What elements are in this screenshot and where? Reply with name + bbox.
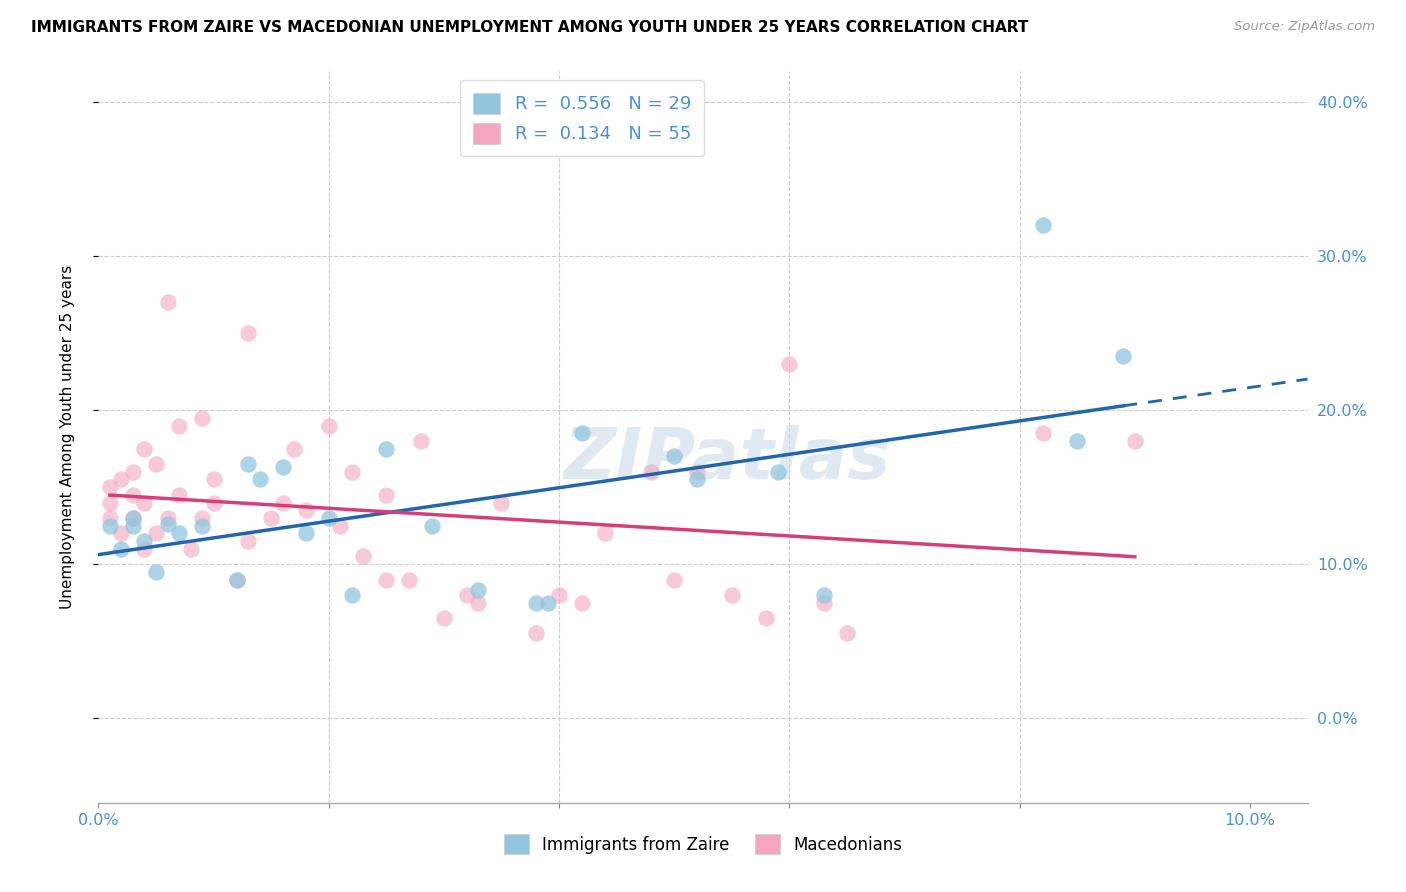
Point	[122, 488, 145, 502]
Point	[283, 442, 305, 456]
Point	[271, 495, 294, 509]
Point	[110, 541, 132, 556]
Legend: Immigrants from Zaire, Macedonians: Immigrants from Zaire, Macedonians	[498, 828, 908, 860]
Point	[686, 472, 709, 486]
Point	[491, 495, 513, 509]
Point	[98, 495, 121, 509]
Point	[1032, 219, 1054, 233]
Text: ZIPatlas: ZIPatlas	[564, 425, 891, 493]
Point	[145, 457, 167, 471]
Point	[548, 588, 571, 602]
Point	[202, 495, 225, 509]
Point	[524, 626, 547, 640]
Point	[98, 518, 121, 533]
Point	[294, 526, 316, 541]
Point	[1123, 434, 1146, 448]
Point	[778, 357, 800, 371]
Point	[145, 526, 167, 541]
Point	[225, 573, 247, 587]
Point	[249, 472, 271, 486]
Point	[1066, 434, 1088, 448]
Point	[340, 588, 363, 602]
Point	[110, 472, 132, 486]
Point	[524, 596, 547, 610]
Point	[110, 526, 132, 541]
Point	[318, 418, 340, 433]
Point	[122, 465, 145, 479]
Point	[260, 511, 283, 525]
Point	[766, 465, 789, 479]
Point	[375, 573, 398, 587]
Point	[467, 596, 489, 610]
Point	[664, 573, 686, 587]
Y-axis label: Unemployment Among Youth under 25 years: Unemployment Among Youth under 25 years	[60, 265, 75, 609]
Point	[375, 488, 398, 502]
Point	[122, 518, 145, 533]
Point	[202, 472, 225, 486]
Point	[191, 518, 214, 533]
Point	[1032, 426, 1054, 441]
Point	[755, 611, 778, 625]
Point	[191, 410, 214, 425]
Text: Source: ZipAtlas.com: Source: ZipAtlas.com	[1234, 20, 1375, 33]
Point	[571, 596, 593, 610]
Point	[409, 434, 432, 448]
Point	[134, 442, 156, 456]
Point	[236, 457, 259, 471]
Point	[664, 450, 686, 464]
Point	[835, 626, 858, 640]
Point	[134, 534, 156, 549]
Point	[318, 511, 340, 525]
Text: IMMIGRANTS FROM ZAIRE VS MACEDONIAN UNEMPLOYMENT AMONG YOUTH UNDER 25 YEARS CORR: IMMIGRANTS FROM ZAIRE VS MACEDONIAN UNEM…	[31, 20, 1028, 35]
Point	[571, 426, 593, 441]
Point	[456, 588, 478, 602]
Point	[98, 480, 121, 494]
Point	[352, 549, 374, 564]
Point	[340, 465, 363, 479]
Point	[1112, 349, 1135, 363]
Point	[156, 295, 179, 310]
Point	[433, 611, 456, 625]
Point	[145, 565, 167, 579]
Point	[536, 596, 558, 610]
Point	[167, 526, 190, 541]
Point	[398, 573, 420, 587]
Point	[98, 511, 121, 525]
Point	[236, 534, 259, 549]
Point	[467, 583, 489, 598]
Point	[167, 488, 190, 502]
Point	[156, 517, 179, 532]
Point	[167, 418, 190, 433]
Point	[156, 511, 179, 525]
Point	[686, 465, 709, 479]
Point	[813, 588, 835, 602]
Point	[191, 511, 214, 525]
Point	[225, 573, 247, 587]
Point	[329, 518, 352, 533]
Point	[236, 326, 259, 340]
Point	[134, 541, 156, 556]
Point	[375, 442, 398, 456]
Point	[813, 596, 835, 610]
Point	[122, 511, 145, 525]
Point	[720, 588, 742, 602]
Point	[180, 541, 202, 556]
Point	[271, 460, 294, 475]
Point	[294, 503, 316, 517]
Point	[422, 518, 444, 533]
Point	[593, 526, 616, 541]
Point	[640, 465, 662, 479]
Point	[134, 495, 156, 509]
Point	[122, 511, 145, 525]
